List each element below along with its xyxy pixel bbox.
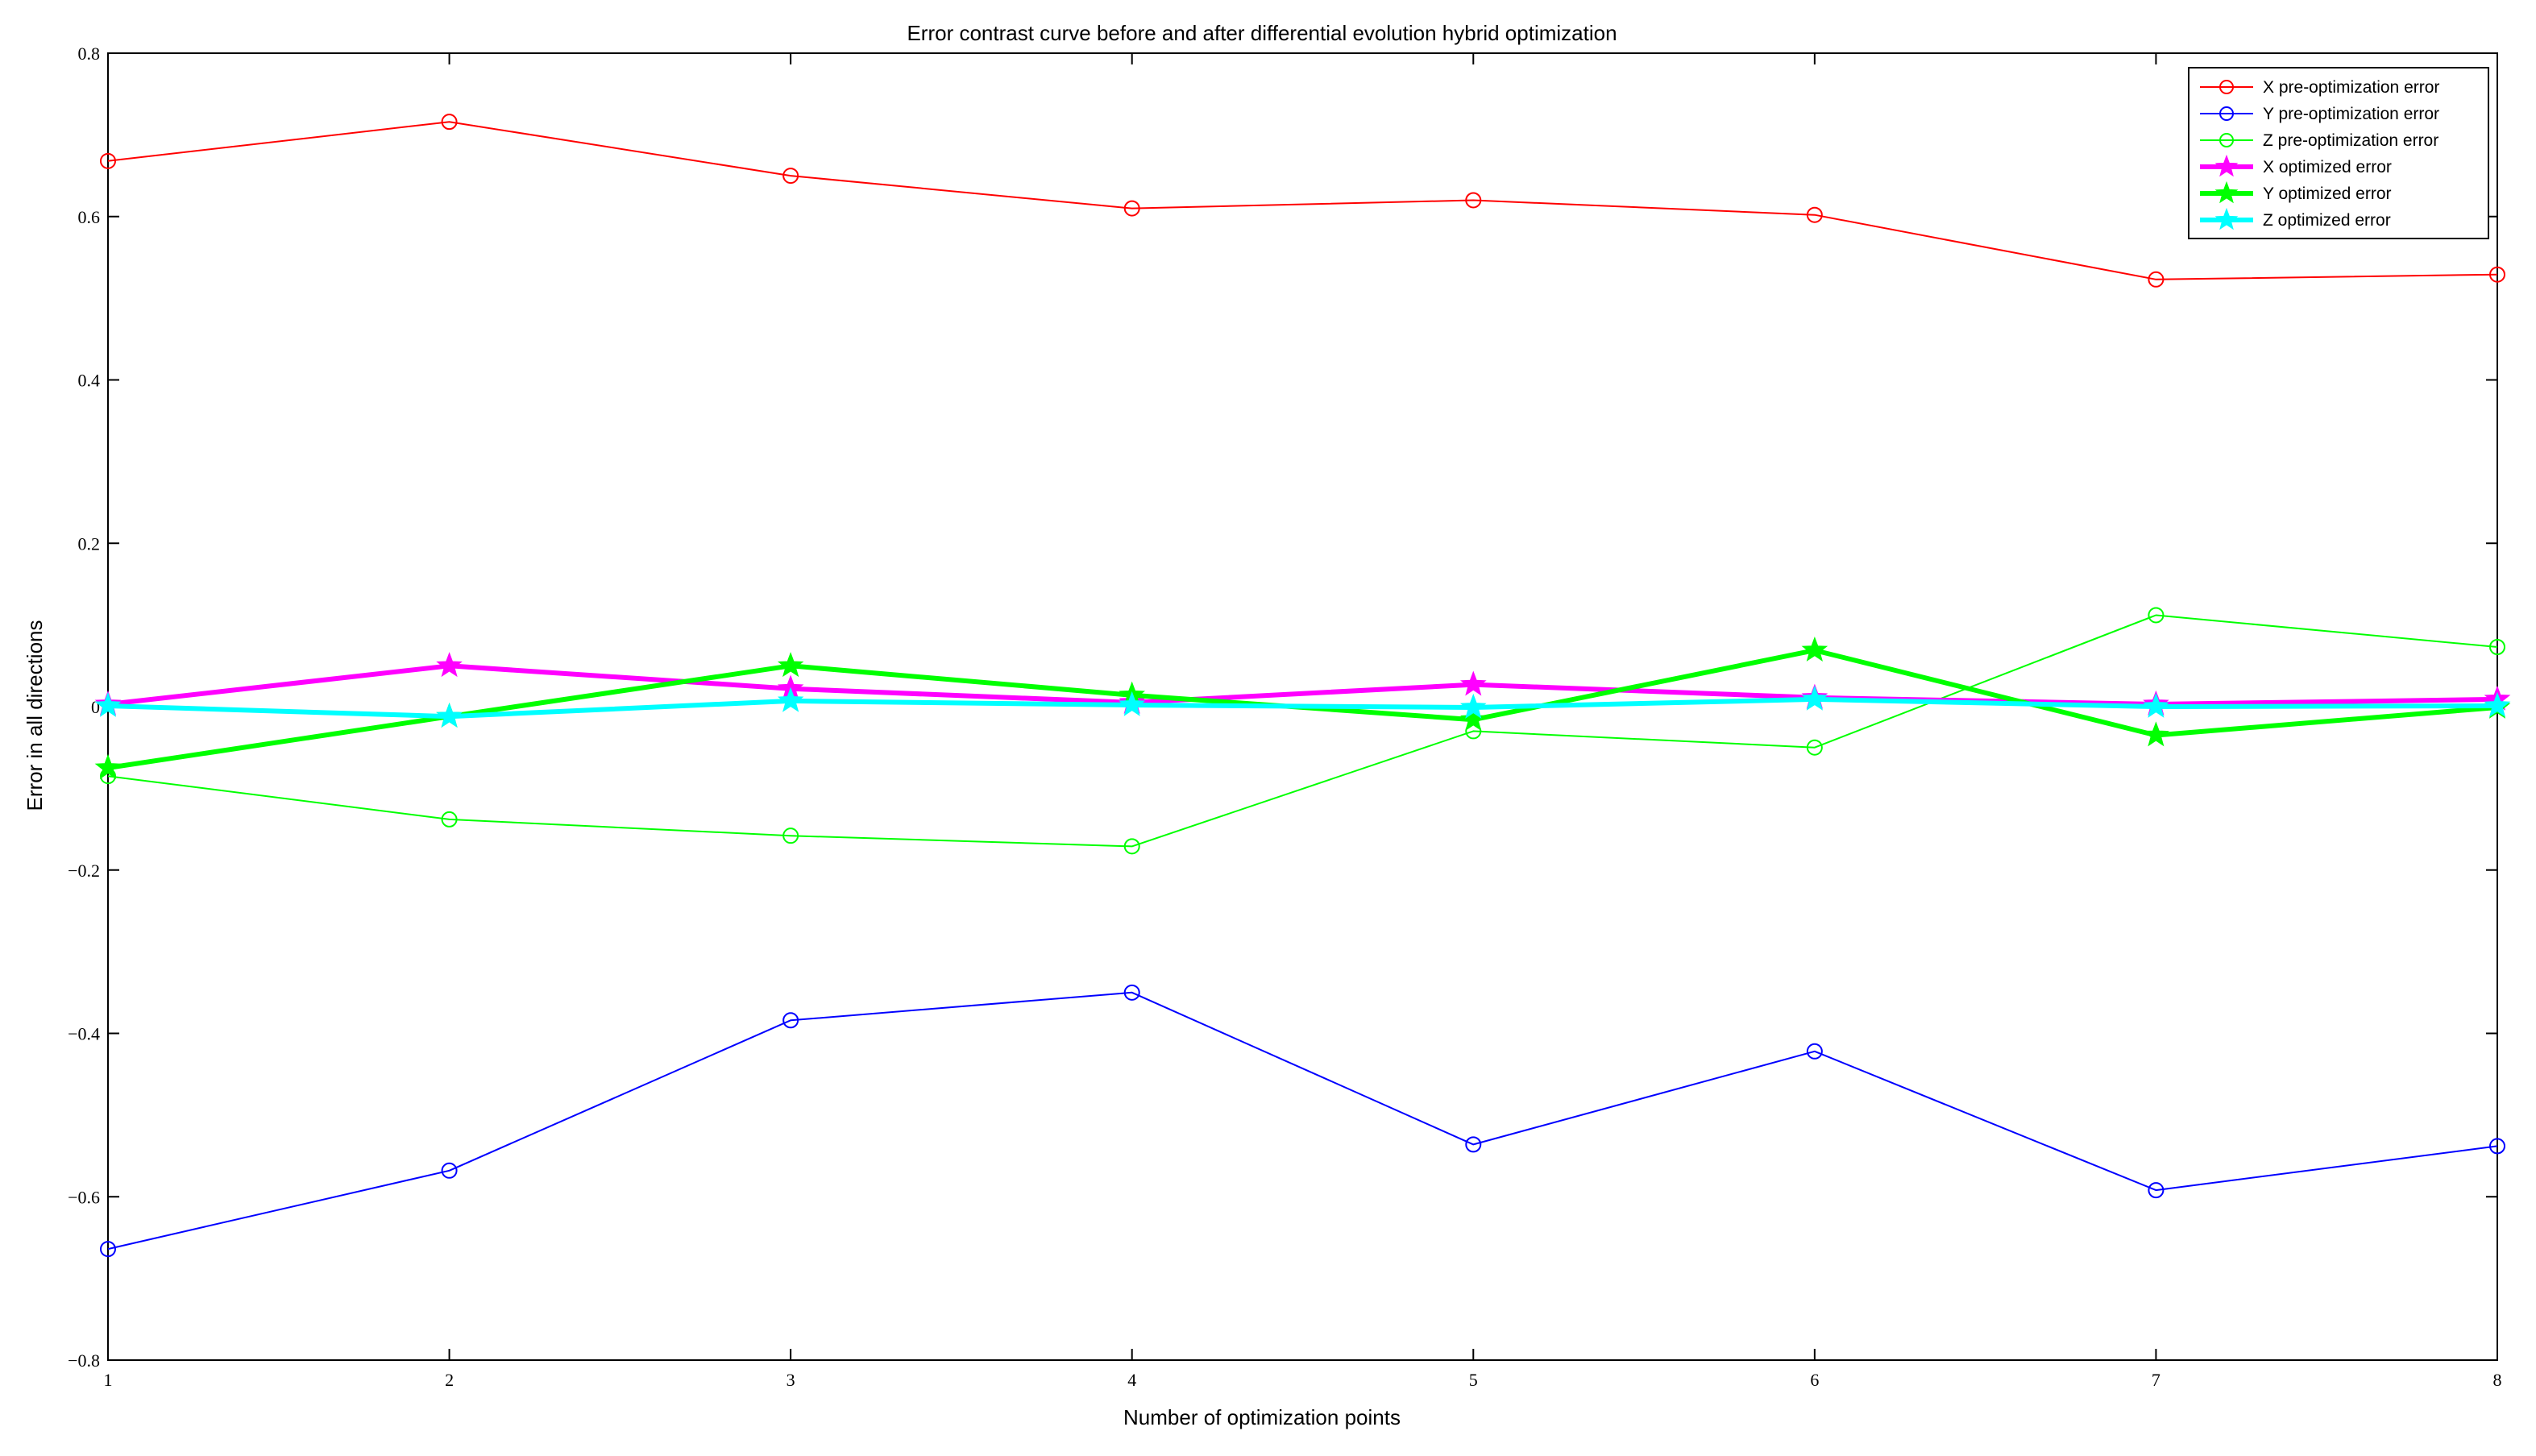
series-2 (100, 984, 2505, 1258)
y-tick-label: 0.2 (78, 533, 101, 554)
data-point (1465, 1136, 1482, 1153)
data-point (2489, 1138, 2505, 1155)
data-point (1801, 636, 1828, 662)
data-point (1806, 739, 1823, 756)
legend-label: Y pre-optimization error (2263, 105, 2439, 123)
legend-marker (2214, 180, 2239, 204)
data-point (1123, 984, 1140, 1001)
data-point (2148, 1182, 2165, 1199)
series-lines (94, 114, 2511, 1258)
x-tick-label: 6 (1810, 1370, 1819, 1390)
x-tick-label: 8 (2493, 1370, 2502, 1390)
legend-label: Y optimized error (2263, 185, 2392, 203)
data-point (1123, 838, 1140, 855)
data-point (94, 691, 122, 717)
axis-ticks: 1 2 3 4 5 6 7 8 −0.8 −0.6 −0.4 −0.2 0 0.2 0.4 0.6 0.8 (68, 44, 2501, 1390)
legend-marker (2219, 106, 2234, 121)
y-tick-label: −0.6 (68, 1187, 100, 1207)
data-point (2489, 638, 2505, 655)
data-point (777, 652, 804, 678)
legend: X pre-optimization error Y pre-optimizati… (2188, 67, 2489, 239)
legend-label: Z optimized error (2263, 211, 2391, 230)
legend-marker (2219, 80, 2234, 94)
data-point (782, 1012, 799, 1029)
x-tick-label: 3 (787, 1370, 795, 1390)
x-axis-title: Number of optimization points (1123, 1405, 1401, 1429)
y-tick-label: −0.2 (68, 861, 100, 881)
data-point (2484, 691, 2511, 717)
y-tick-label: 0 (91, 697, 100, 717)
data-point (2143, 692, 2169, 718)
legend-box (2188, 67, 2489, 239)
data-point (1801, 685, 1828, 711)
data-point (2148, 607, 2165, 624)
x-tick-label: 7 (2152, 1370, 2160, 1390)
data-point (441, 1162, 458, 1179)
chart-title: Error contrast curve before and after di… (907, 21, 1617, 45)
series-line (107, 991, 2498, 1251)
data-point (2148, 271, 2165, 288)
y-tick-label: −0.8 (68, 1350, 100, 1371)
data-point (100, 152, 116, 169)
y-axis-title: Error in all directions (23, 620, 47, 811)
data-point (2143, 721, 2169, 747)
data-point (441, 114, 458, 131)
series-line (107, 614, 2498, 848)
data-point (782, 168, 799, 185)
data-point (782, 828, 799, 844)
data-point (436, 652, 463, 678)
data-point (1123, 200, 1140, 217)
series-3 (100, 607, 2505, 855)
legend-marker (2214, 207, 2239, 230)
y-tick-label: 0.8 (78, 44, 101, 64)
series-6 (94, 685, 2511, 728)
legend-label: X pre-optimization error (2263, 78, 2439, 97)
data-point (777, 687, 804, 712)
legend-label: Z pre-optimization error (2263, 131, 2438, 150)
x-tick-label: 1 (104, 1370, 113, 1390)
data-point (1806, 206, 1823, 223)
series-1 (100, 114, 2505, 288)
y-tick-label: −0.4 (68, 1024, 100, 1044)
legend-marker (2219, 133, 2234, 147)
legend-label: X optimized error (2263, 158, 2392, 176)
y-tick-label: 0.6 (78, 207, 101, 227)
data-point (1806, 1043, 1823, 1060)
x-tick-label: 5 (1469, 1370, 1478, 1390)
series-line (107, 121, 2498, 280)
x-tick-label: 2 (445, 1370, 454, 1390)
data-point (1459, 706, 1487, 732)
y-tick-label: 0.4 (78, 371, 101, 391)
data-point (436, 703, 463, 728)
legend-marker (2214, 154, 2239, 177)
data-point (2489, 266, 2505, 283)
x-tick-label: 4 (1127, 1370, 1136, 1390)
data-point (1119, 691, 1146, 716)
data-point (1459, 670, 1487, 696)
series-line (107, 696, 2498, 720)
data-point (94, 753, 122, 779)
data-point (441, 811, 458, 828)
data-point (100, 1241, 116, 1258)
data-point (1459, 693, 1487, 719)
data-point (1465, 192, 1482, 209)
